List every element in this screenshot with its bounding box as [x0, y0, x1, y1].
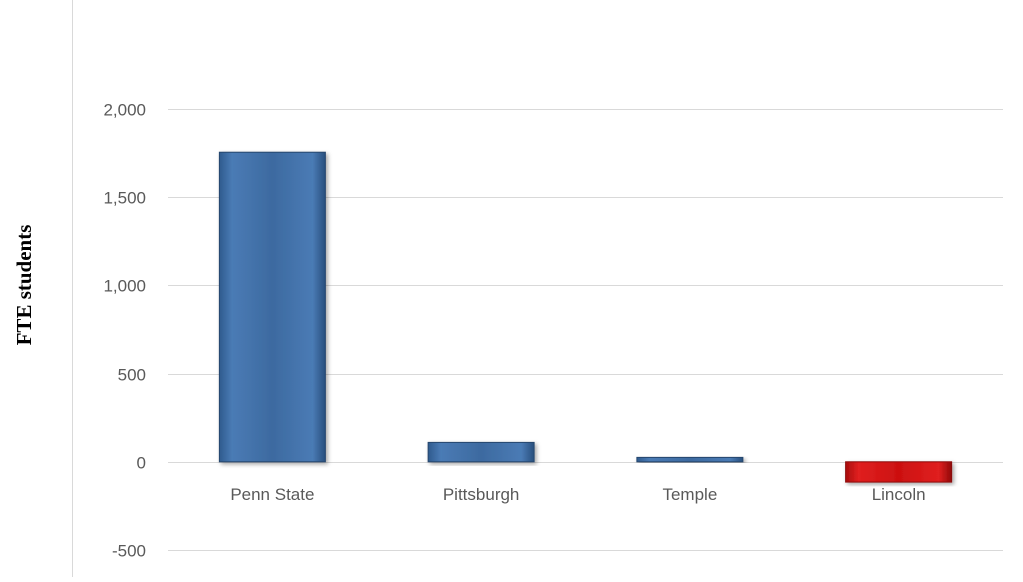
bar-lincoln [846, 462, 952, 482]
bar-temple [637, 457, 743, 461]
y-axis-ticks: 2,000 1,500 1,000 500 0 -500 [103, 101, 146, 561]
y-axis-label: FTE students [12, 225, 36, 346]
x-axis-categories: Penn State Pittsburgh Temple Lincoln [230, 485, 925, 504]
x-category-label: Temple [662, 485, 717, 504]
y-tick-label: 500 [118, 366, 146, 385]
y-tick-label: 1,000 [103, 277, 146, 296]
bar-pittsburgh [428, 442, 534, 461]
bars [219, 152, 951, 482]
x-category-label: Lincoln [872, 485, 926, 504]
y-tick-label: 1,500 [103, 189, 146, 208]
bar-penn-state [219, 152, 325, 462]
y-tick-label: -500 [112, 542, 146, 561]
y-tick-label: 2,000 [103, 101, 146, 120]
y-tick-label: 0 [137, 454, 146, 473]
x-category-label: Penn State [230, 485, 314, 504]
x-category-label: Pittsburgh [443, 485, 520, 504]
